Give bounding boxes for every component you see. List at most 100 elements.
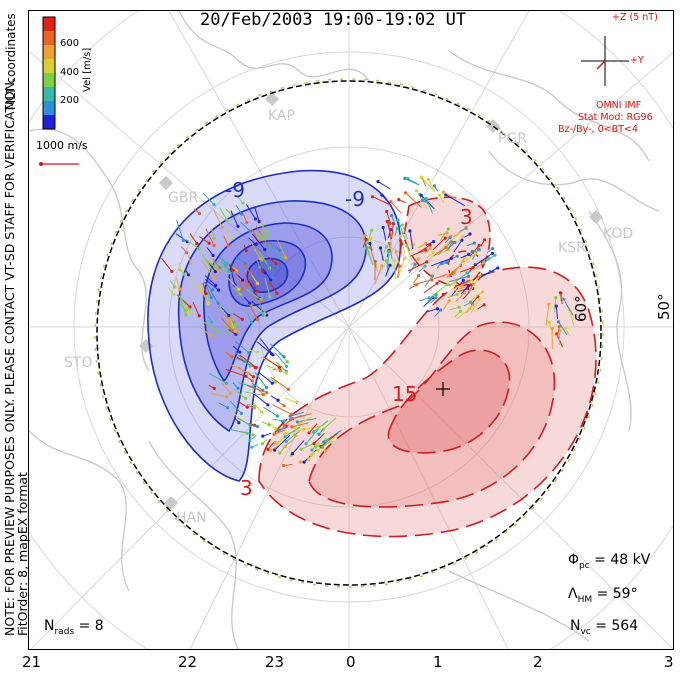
velocity-vector — [270, 376, 289, 390]
station-sto: STO — [64, 355, 93, 371]
velocity-vector — [385, 265, 391, 277]
velocity-vector — [223, 314, 230, 321]
velocity-vector — [558, 330, 561, 346]
convection-map — [29, 11, 673, 649]
velocity-vector — [397, 265, 400, 278]
velocity-vector — [258, 300, 264, 316]
velocity-vector — [401, 224, 408, 240]
velocity-vector — [429, 284, 448, 299]
velocity-vector — [427, 294, 437, 302]
velocity-vector — [284, 428, 307, 435]
colorbar-swatch — [43, 115, 55, 129]
velocity-vector — [277, 437, 285, 444]
velocity-vector — [405, 192, 422, 208]
imf-z-label: +Z (5 nT) — [612, 12, 658, 23]
velocity-vector — [254, 230, 261, 240]
velocity-vector — [382, 227, 387, 241]
velocity-vector — [448, 275, 469, 283]
velocity-vector — [466, 242, 475, 247]
velocity-vector — [437, 232, 448, 236]
imf-source: OMNI IMF — [596, 100, 642, 111]
vector-origin — [261, 434, 265, 438]
velocity-vector — [248, 237, 257, 245]
contour-label: 3 — [460, 205, 473, 229]
velocity-vector — [383, 246, 387, 254]
velocity-vector — [397, 258, 405, 279]
velocity-vector — [234, 352, 251, 367]
velocity-vector — [454, 311, 461, 318]
vector-origin — [557, 325, 561, 329]
velocity-vector — [199, 236, 210, 244]
latitude-label-inner: 60° — [572, 295, 590, 322]
velocity-vector — [310, 443, 328, 456]
velocity-vector — [251, 444, 259, 448]
velocity-vector — [267, 442, 274, 450]
phi-symbol: Φpc — [568, 552, 590, 571]
velocity-vector — [237, 196, 244, 204]
velocity-vector — [221, 382, 231, 394]
velocity-vector — [305, 428, 319, 445]
velocity-vector — [240, 430, 254, 436]
mlt-tick: 3 — [664, 653, 674, 671]
velocity-vector — [181, 246, 187, 254]
station-ksr: KSR — [558, 240, 586, 256]
velocity-vector — [235, 270, 244, 290]
velocity-vector — [211, 257, 220, 272]
velocity-vector — [235, 256, 247, 265]
vector-origin — [426, 177, 430, 181]
velocity-vector — [468, 262, 484, 273]
velocity-vector — [229, 264, 236, 286]
velocity-vector — [185, 304, 190, 313]
velocity-vector — [237, 417, 251, 426]
velocity-vector — [223, 236, 229, 246]
velocity-vector — [251, 382, 264, 391]
positive-cell — [258, 196, 597, 538]
stat-model: Stat Mod: RG96 — [578, 112, 653, 123]
colorbar-tick: 400 — [60, 67, 80, 78]
velocity-vector — [247, 403, 255, 407]
vector-origin — [394, 250, 398, 254]
scale-vector-label: 1000 m/s — [36, 139, 88, 152]
velocity-vector — [275, 352, 287, 367]
colorbar-tick: 600 — [60, 38, 80, 49]
velocity-vector — [269, 282, 278, 294]
velocity-vector — [237, 400, 248, 408]
velocity-vector — [246, 204, 256, 220]
velocity-vector — [398, 199, 407, 204]
velocity-vector — [474, 252, 493, 267]
velocity-vector — [399, 243, 403, 257]
velocity-vector — [203, 281, 213, 291]
velocity-vector — [294, 421, 301, 429]
velocity-vector — [407, 261, 428, 272]
velocity-vector — [249, 424, 258, 427]
velocity-vector — [298, 416, 312, 425]
velocity-vector — [184, 269, 189, 276]
contour-label: -9 — [345, 187, 365, 211]
velocity-vector — [362, 235, 366, 242]
velocity-vector — [176, 277, 181, 290]
velocity-vector — [416, 244, 431, 255]
lambda-symbol: ΛHM — [568, 586, 593, 605]
velocity-vector — [240, 221, 251, 232]
velocity-vector — [564, 327, 571, 337]
velocity-vector — [237, 382, 254, 388]
velocity-vector — [455, 280, 472, 288]
velocity-vector — [450, 280, 464, 297]
velocity-vector — [210, 392, 227, 398]
velocity-vector — [255, 225, 268, 245]
velocity-vector — [468, 274, 481, 294]
vector-origin — [384, 259, 388, 263]
velocity-vector — [453, 239, 463, 253]
velocity-vector — [442, 300, 450, 311]
velocity-vector — [362, 239, 367, 248]
velocity-vector — [221, 317, 233, 331]
velocity-vector — [222, 323, 230, 334]
velocity-vector — [254, 371, 267, 388]
velocity-vector — [297, 418, 317, 423]
velocity-vector — [259, 338, 274, 356]
velocity-vector — [549, 322, 554, 340]
fit-order-label: FitOrder: 8, mapEX format — [15, 472, 30, 636]
velocity-vector — [374, 265, 383, 285]
velocity-vector — [252, 233, 266, 250]
mlt-grid — [29, 11, 673, 649]
